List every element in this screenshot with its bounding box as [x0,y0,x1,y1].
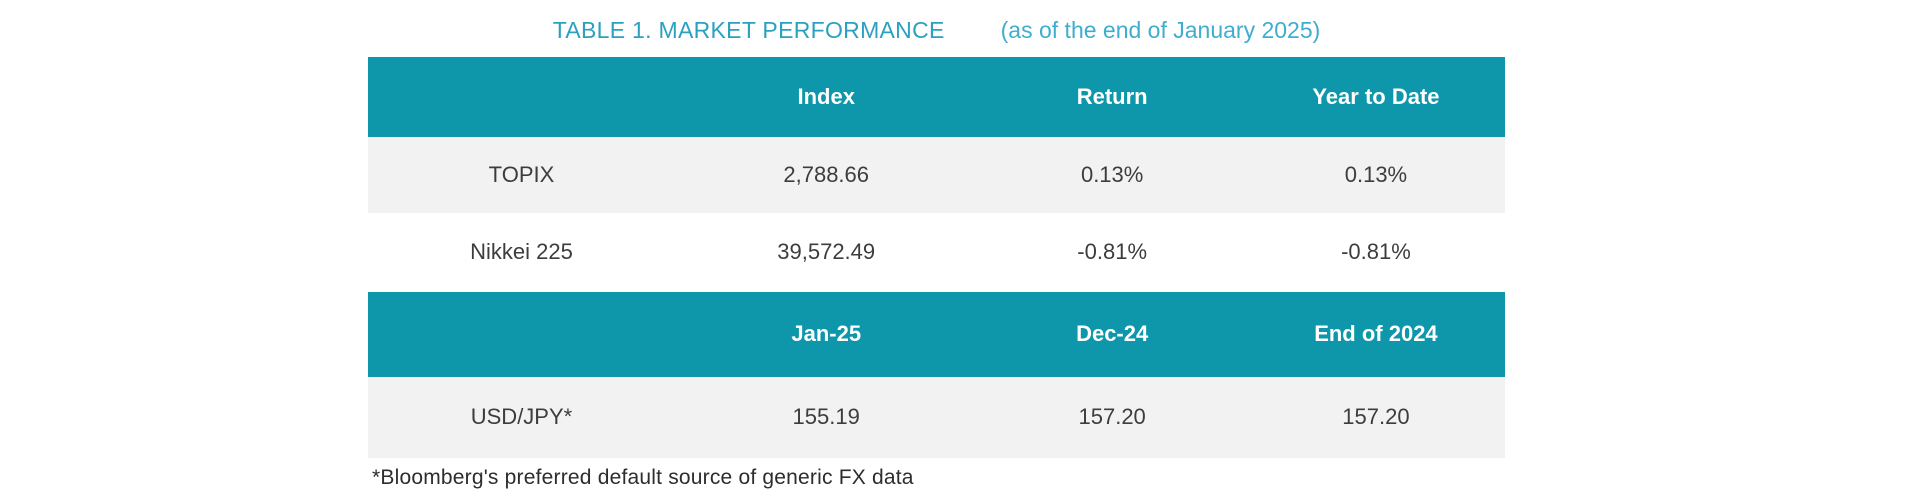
usdjpy-dec24-value: 157.20 [1078,404,1146,430]
table-row-nikkei: Nikkei 225 39,572.49 -0.81% -0.81% [368,213,1505,292]
table-title: TABLE 1. MARKET PERFORMANCE (as of the e… [368,17,1505,44]
table-title-main: TABLE 1. MARKET PERFORMANCE [552,17,945,43]
nikkei-ytd-value: -0.81% [1341,239,1411,265]
fx-table-header-row: Jan-25 Dec-24 End of 2024 [368,292,1505,377]
nikkei-return-value: -0.81% [1077,239,1148,265]
header-cell-year-to-date: Year to Date [1312,83,1440,109]
usdjpy-end-of-2024-value: 157.20 [1342,404,1410,430]
market-performance-table: Index Return Year to Date TOPIX 2,788.66… [368,57,1505,458]
row-label-nikkei: Nikkei 225 [470,239,573,265]
header-cell-dec-24: Dec-24 [1076,321,1149,347]
header-cell-return: Return [1076,83,1148,109]
topix-ytd-value: 0.13% [1344,161,1408,187]
table-row-topix: TOPIX 2,788.66 0.13% 0.13% [368,137,1505,213]
usdjpy-jan25-value: 155.19 [792,404,860,430]
topix-return-value: 0.13% [1080,161,1144,187]
nikkei-index-value: 39,572.49 [777,239,876,265]
topix-index-value: 2,788.66 [783,161,870,187]
header-cell-jan-25: Jan-25 [791,321,862,347]
header-cell-index: Index [797,83,855,109]
table-title-date-suffix: (as of the end of January 2025) [1000,17,1321,43]
table-row-usdjpy: USD/JPY* 155.19 157.20 157.20 [368,377,1505,458]
row-label-usdjpy: USD/JPY* [470,404,573,430]
index-table-header-row: Index Return Year to Date [368,57,1505,137]
row-label-topix: TOPIX [488,161,555,187]
header-cell-end-of-2024: End of 2024 [1314,321,1438,347]
fx-source-footnote: *Bloomberg's preferred default source of… [372,466,914,489]
